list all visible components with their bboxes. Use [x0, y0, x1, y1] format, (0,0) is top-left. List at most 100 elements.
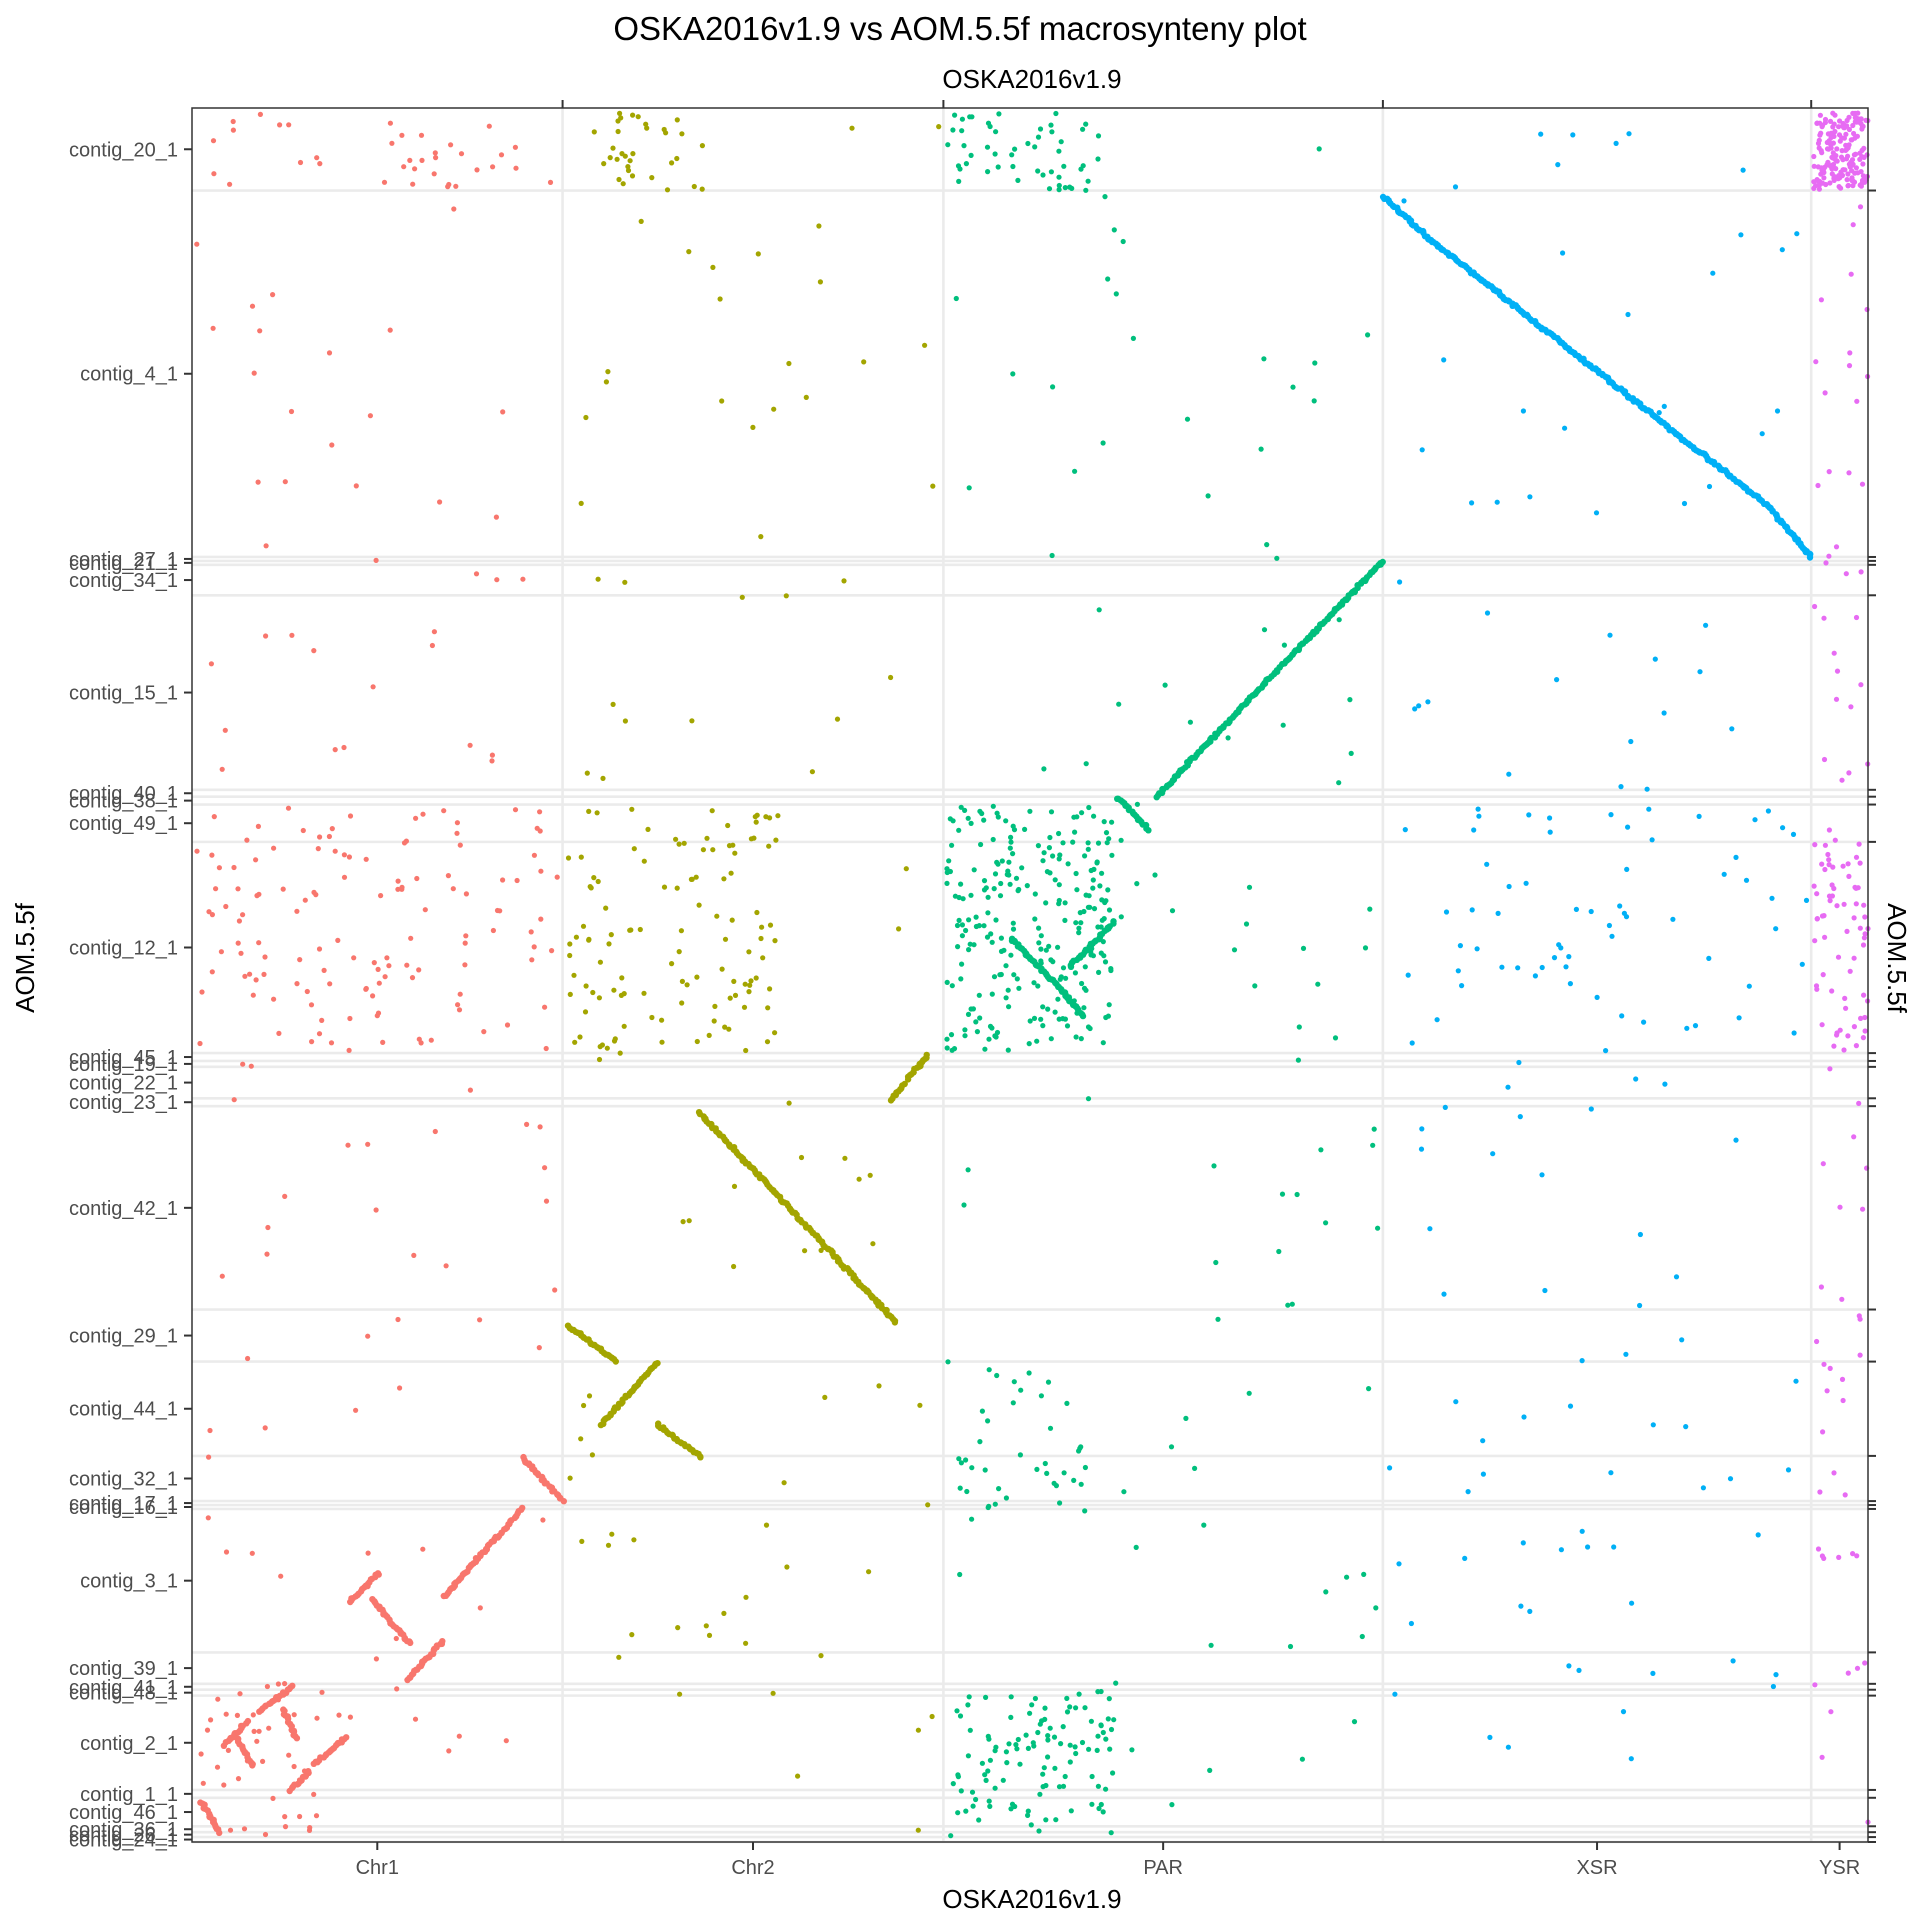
- scatter-point-PAR-8-23: [1024, 883, 1030, 889]
- scatter-point-Chr2-5-58: [582, 1009, 589, 1015]
- scatter-point-XSR-12-45: [1538, 131, 1544, 137]
- scatter-point-XSR-12-9: [1623, 1351, 1629, 1357]
- scatter-point-Chr1-0-28: [341, 744, 347, 751]
- scatter-point-Chr1-1-75: [463, 933, 469, 939]
- scatter-point-PAR-8-6: [1038, 946, 1044, 952]
- scatter-point-PAR-11-23: [1071, 1477, 1077, 1483]
- scatter-point-PAR-8-21: [1005, 987, 1011, 993]
- scatter-point-XSR-12-0: [1434, 1017, 1440, 1023]
- scatter-point-Chr1-1-109: [256, 940, 262, 946]
- scatter-point-XSR-12-16: [1567, 981, 1573, 987]
- scatter-point-PAR-9-72: [1004, 1760, 1010, 1766]
- scatter-point-Chr1-1-107: [297, 957, 303, 963]
- scatter-point-Chr2-5-54: [775, 813, 781, 819]
- scatter-point-Chr2-4-77: [929, 1713, 935, 1720]
- scatter-point-Chr1-3-9: [445, 184, 451, 190]
- scatter-point-YSR-15-160: [1839, 172, 1846, 178]
- scatter-point-YSR-15-117: [1811, 185, 1817, 191]
- scatter-point-XSR-13-46: [1457, 943, 1463, 949]
- scatter-point-Chr2-4-78: [721, 1610, 727, 1616]
- scatter-point-YSR-15-99: [1844, 177, 1850, 183]
- scatter-point-PAR-7-1: [1152, 872, 1158, 878]
- scatter-point-Chr2-6-8: [630, 112, 636, 118]
- scatter-point-YSR-14-59: [1819, 1754, 1825, 1760]
- scatter-point-Chr1-3-29: [513, 165, 519, 171]
- scatter-point-Chr1-1-86: [531, 944, 537, 950]
- scatter-point-YSR-16-47: [1829, 882, 1835, 888]
- scatter-point-PAR-7-39: [1041, 766, 1047, 772]
- scatter-point-PAR-7-54: [1261, 356, 1267, 362]
- y-tick-label-contig_34_1: contig_34_1: [69, 570, 178, 592]
- scatter-point-Chr1-0-4: [419, 157, 425, 163]
- scatter-point-XSR-12-118: [1803, 897, 1810, 904]
- scatter-point-PAR-7-86: [1361, 1571, 1367, 1577]
- scatter-point-Chr2-5-102: [712, 1003, 718, 1010]
- scatter-point-YSR-16-35: [1829, 988, 1835, 994]
- scatter-point-PAR-8-159: [944, 869, 950, 876]
- scatter-point-Chr1-1-7: [450, 886, 456, 892]
- scatter-point-XSR-12-57: [1494, 499, 1500, 505]
- scatter-point-YSR-14-9: [1857, 204, 1864, 210]
- y-tick-label-contig_48_1: contig_48_1: [69, 1683, 178, 1705]
- scatter-point-PAR-9-83: [1040, 1771, 1046, 1777]
- scatter-point-Chr2-5-91: [572, 1039, 578, 1045]
- scatter-point-YSR-14-26: [1834, 668, 1841, 674]
- scatter-point-PAR-9-82: [1076, 1691, 1082, 1697]
- scatter-point-PAR-9-53: [1028, 1822, 1034, 1828]
- scatter-point-YSR-16-30: [1856, 841, 1862, 847]
- scatter-point-PAR-11-20: [1076, 1448, 1082, 1454]
- scatter-point-PAR-8-205: [1106, 907, 1113, 913]
- scatter-point-Chr2-5-45: [603, 905, 609, 911]
- scatter-point-Chr1-0-85: [210, 325, 216, 331]
- scatter-point-Chr1-1-88: [313, 892, 319, 898]
- scatter-point-PAR-7-61: [1102, 194, 1108, 200]
- scatter-point-PAR-9-29: [1025, 1745, 1031, 1751]
- scatter-point-Chr2-5-96: [742, 981, 748, 987]
- scatter-point-PAR-7-37: [1205, 493, 1211, 499]
- scatter-point-Chr2-5-70: [629, 806, 635, 812]
- scatter-point-Chr1-3-10: [387, 120, 393, 126]
- scatter-point-Chr2-5-31: [679, 978, 686, 985]
- scatter-point-PAR-10-47: [1078, 166, 1084, 172]
- scatter-point-Chr2-5-94: [732, 850, 738, 856]
- scatter-point-Chr2-4-80: [721, 876, 727, 882]
- scatter-point-XSR-12-35: [1570, 132, 1576, 138]
- scatter-point-PAR-7-100: [1050, 384, 1056, 390]
- scatter-point-XSR-12-66: [1566, 1663, 1572, 1669]
- synteny-block-4-point-34: [1153, 794, 1160, 801]
- scatter-point-XSR-12-113: [1759, 431, 1765, 437]
- scatter-point-Chr2-4-81: [816, 223, 822, 229]
- scatter-point-Chr1-2-7: [237, 1691, 243, 1697]
- scatter-point-Chr1-2-2: [314, 1715, 320, 1721]
- scatter-point-PAR-8-167: [990, 836, 996, 843]
- scatter-point-PAR-7-79: [965, 1167, 971, 1173]
- scatter-point-Chr2-4-26: [870, 1241, 876, 1247]
- scatter-point-PAR-8-72: [973, 1019, 979, 1025]
- scatter-point-Chr2-4-60: [743, 1594, 749, 1600]
- scatter-point-PAR-8-200: [1010, 920, 1016, 926]
- scatter-point-Chr1-2-25: [250, 1712, 256, 1718]
- scatter-point-PAR-7-48: [1299, 1756, 1305, 1762]
- scatter-point-PAR-8-48: [1065, 861, 1071, 867]
- scatter-point-PAR-9-93: [1100, 1809, 1106, 1815]
- scatter-point-PAR-8-114: [962, 1027, 968, 1033]
- scatter-point-YSR-16-33: [1858, 1015, 1864, 1022]
- scatter-point-XSR-12-6: [1441, 1291, 1447, 1297]
- scatter-point-PAR-11-25: [963, 1457, 969, 1463]
- y-tick-label-contig_2_1: contig_2_1: [80, 1733, 178, 1755]
- scatter-point-Chr2-5-51: [586, 808, 592, 815]
- scatter-point-XSR-13-45: [1670, 916, 1676, 922]
- scatter-point-PAR-8-44: [962, 807, 968, 814]
- scatter-point-PAR-8-210: [1082, 964, 1088, 970]
- scatter-point-XSR-13-24: [1752, 817, 1758, 823]
- scatter-point-YSR-15-169: [1830, 165, 1836, 171]
- scatter-point-PAR-7-19: [1332, 1035, 1339, 1041]
- scatter-point-PAR-9-106: [1039, 1718, 1045, 1724]
- scatter-point-XSR-12-89: [1542, 1287, 1548, 1294]
- scatter-point-YSR-16-48: [1851, 1024, 1857, 1030]
- y-tick-label-contig_4_1: contig_4_1: [80, 364, 178, 386]
- scatter-point-Chr2-5-83: [591, 875, 597, 881]
- scatter-point-Chr1-0-102: [213, 886, 219, 892]
- scatter-point-Chr2-4-11: [703, 1623, 709, 1629]
- scatter-point-Chr1-1-100: [418, 1040, 424, 1046]
